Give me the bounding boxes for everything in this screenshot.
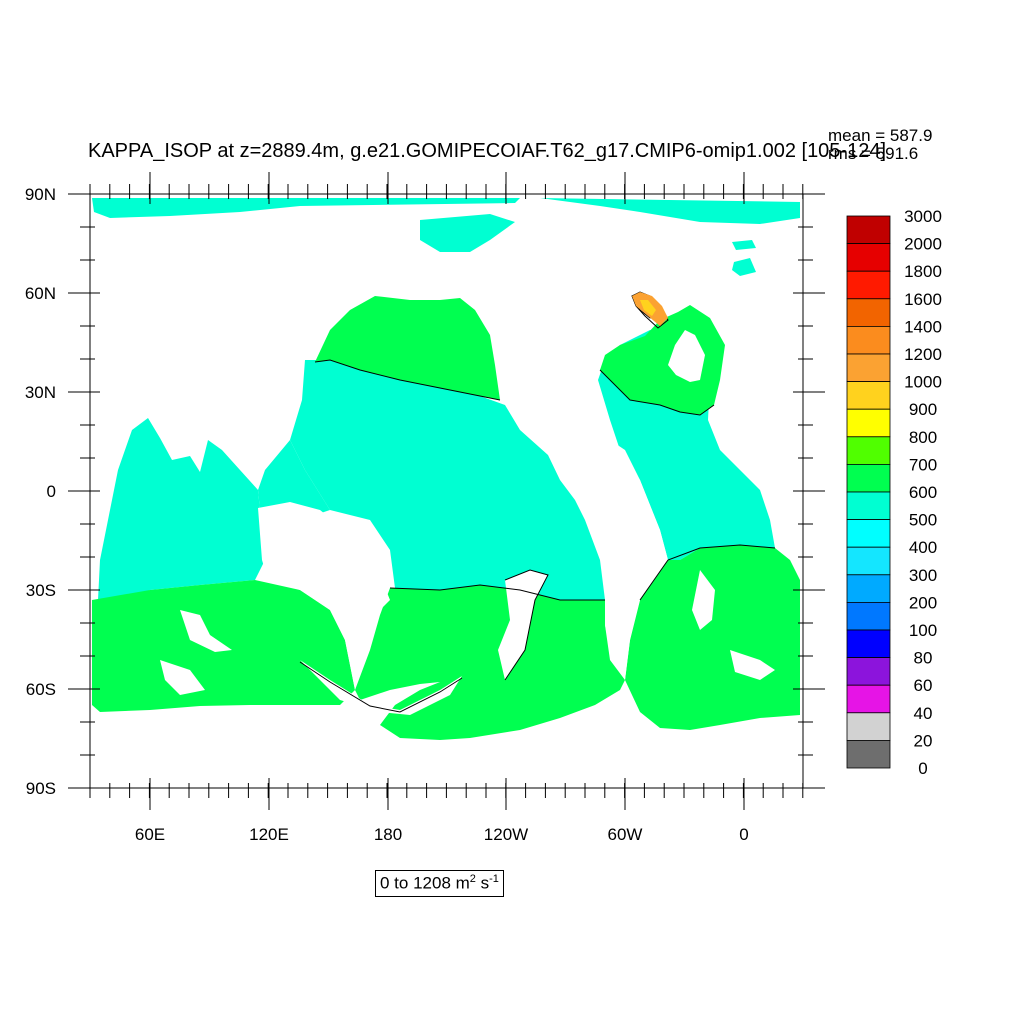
y-axis-label: 60N xyxy=(25,284,56,303)
y-axis-label: 60S xyxy=(26,680,56,699)
x-axis-label: 0 xyxy=(739,825,748,844)
y-axis-label: 30S xyxy=(26,581,56,600)
ocean-norwegian-2 xyxy=(732,258,756,276)
ocean-arctic xyxy=(92,198,520,218)
ocean-norwegian-1 xyxy=(732,240,756,250)
range-sup-2: -1 xyxy=(489,873,499,885)
colorbar-label: 900 xyxy=(909,400,937,419)
colorbar-label: 300 xyxy=(909,566,937,585)
land-south-america xyxy=(600,440,668,680)
colorbar-swatch xyxy=(846,684,891,714)
colorbar-swatch xyxy=(846,602,891,631)
land-south-atlantic-ridge xyxy=(692,570,715,630)
map-field xyxy=(92,198,800,740)
colorbar-label: 60 xyxy=(914,676,933,695)
axis-ticks xyxy=(68,172,825,810)
colorbar-swatch xyxy=(846,574,891,603)
range-sup-1: 2 xyxy=(469,873,476,885)
colorbar-swatch xyxy=(846,436,891,465)
colorbar-label: 1000 xyxy=(904,373,942,392)
colorbar-label: 3000 xyxy=(904,207,942,226)
colorbar-label: 2000 xyxy=(904,235,942,254)
land-kerguelen xyxy=(180,610,232,652)
colorbar-swatch xyxy=(846,546,891,576)
colorbar-swatch xyxy=(846,740,891,769)
colorbar-label: 80 xyxy=(914,649,933,668)
y-axis-label: 90S xyxy=(26,779,56,798)
colorbar-swatch xyxy=(846,353,891,383)
colorbar-label: 0 xyxy=(918,759,927,778)
colorbar-swatch xyxy=(846,298,891,327)
ocean-north-pacific xyxy=(315,296,500,400)
colorbar-label: 800 xyxy=(909,428,937,447)
y-axis-label: 0 xyxy=(47,482,56,501)
ocean-southern-pacific xyxy=(355,585,625,740)
contour-lines xyxy=(299,291,776,713)
land-greenland xyxy=(668,330,705,382)
colorbar-label: 1800 xyxy=(904,262,942,281)
land-crozet xyxy=(160,660,205,695)
colorbar-swatch xyxy=(846,629,891,659)
ocean-indian xyxy=(98,418,265,612)
colorbar-label: 1200 xyxy=(904,345,942,364)
colorbar-label: 40 xyxy=(914,704,933,723)
x-axis-label: 120E xyxy=(249,825,289,844)
colorbar-swatch xyxy=(846,519,891,548)
colorbar-label: 1600 xyxy=(904,290,942,309)
x-axis-labels: 60E 120E 180 120W 60W 0 xyxy=(135,825,749,844)
colorbar-swatch xyxy=(846,325,891,355)
land-australia xyxy=(258,502,390,690)
x-axis-label: 60E xyxy=(135,825,165,844)
hotspot-labrador-core xyxy=(640,300,656,316)
x-axis-label: 120W xyxy=(484,825,528,844)
colorbar-label: 100 xyxy=(909,621,937,640)
colorbar-swatch xyxy=(846,270,891,300)
colorbar-label: 500 xyxy=(909,511,937,530)
mean-label: mean = 587.9 xyxy=(828,126,933,145)
ocean-southern-atlantic xyxy=(625,545,800,730)
y-axis-labels: 90N 60N 30N 0 30S 60S 90S xyxy=(25,185,56,798)
y-axis-label: 30N xyxy=(25,383,56,402)
colorbar-swatch xyxy=(846,408,891,438)
colorbar-label: 600 xyxy=(909,483,937,502)
colorbar-label: 1400 xyxy=(904,317,942,336)
colorbar-swatch xyxy=(846,491,891,521)
colorbar-swatch xyxy=(846,463,891,493)
x-axis-label: 180 xyxy=(374,825,402,844)
colorbar-swatch xyxy=(846,657,891,686)
range-box: 0 to 1208 m2 s-1 xyxy=(375,870,504,897)
stats-block: mean = 587.9 rms = 591.6 xyxy=(828,127,932,163)
colorbar-swatch xyxy=(846,243,891,272)
land-ridge-1 xyxy=(498,570,548,680)
colorbar-label: 400 xyxy=(909,538,937,557)
colorbar-label: 700 xyxy=(909,455,937,474)
ocean-pacific xyxy=(290,360,605,600)
colorbar: 3000200018001600140012001000900800700600… xyxy=(846,207,942,778)
range-mid: s xyxy=(475,873,490,893)
rms-label: rms = 591.6 xyxy=(828,144,919,163)
colorbar-swatch xyxy=(846,712,891,741)
map-title: KAPPA_ISOP at z=2889.4m, g.e21.GOMIPECOI… xyxy=(88,140,887,162)
colorbar-label: 200 xyxy=(909,593,937,612)
ocean-north-atlantic xyxy=(600,305,725,415)
ocean-arctic-east xyxy=(540,198,800,224)
colorbar-label: 20 xyxy=(914,731,933,750)
colorbar-swatch xyxy=(846,381,891,410)
colorbar-swatch xyxy=(846,215,891,245)
ocean-bering xyxy=(420,214,515,252)
x-axis-label: 60W xyxy=(608,825,643,844)
land-scotia xyxy=(730,650,775,680)
range-prefix: 0 to 1208 m xyxy=(380,873,470,893)
y-axis-label: 90N xyxy=(25,185,56,204)
